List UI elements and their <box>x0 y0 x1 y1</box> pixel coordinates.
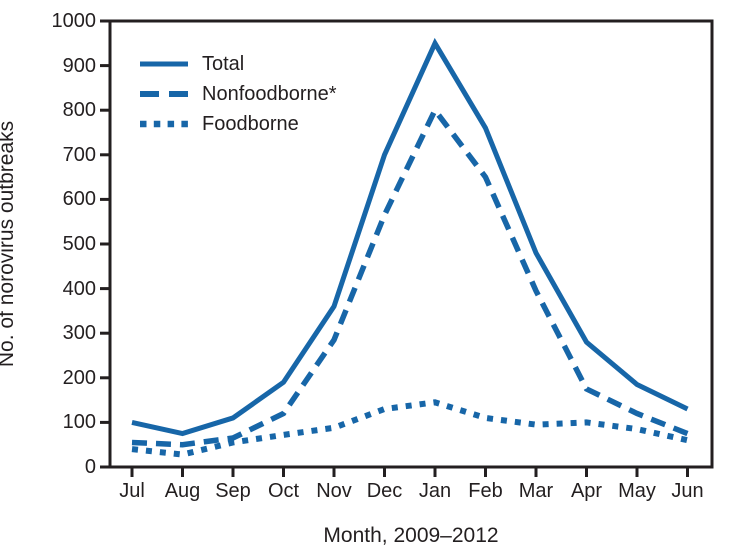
x-tick-label: Mar <box>518 480 554 502</box>
y-tick-label: 200 <box>62 366 96 389</box>
legend-label-foodborne: Foodborne <box>202 112 299 135</box>
x-tick-label: Jul <box>119 480 145 502</box>
y-tick-label: 500 <box>62 233 96 255</box>
legend-label-total: Total <box>202 52 245 75</box>
x-tick-label: Jan <box>418 480 452 502</box>
series-line-total <box>131 37 689 437</box>
y-tick-label: 900 <box>62 54 96 77</box>
x-tick-label: Oct <box>267 480 300 502</box>
x-tick-label: Jun <box>671 480 704 502</box>
legend-item-foodborne: Foodborne <box>140 109 337 139</box>
legend-label-nonfoodborne: Nonfoodborne* <box>202 82 337 105</box>
series-line-nonfoodborne <box>131 104 689 448</box>
y-axis-title: No. of norovirus outbreaks <box>0 120 18 368</box>
y-tick-label: 100 <box>62 411 96 434</box>
y-tick-label: 800 <box>62 99 96 122</box>
legend-item-nonfoodborne: Nonfoodborne* <box>140 79 337 109</box>
dotted-line-swatch-icon <box>140 120 188 128</box>
x-tick-label: Apr <box>570 480 603 502</box>
y-tick-label: 600 <box>62 188 96 211</box>
y-tick-label: 1000 <box>51 10 97 32</box>
x-tick-label: May <box>618 480 656 502</box>
solid-line-swatch-icon <box>140 61 188 67</box>
x-tick-label: Aug <box>164 480 201 502</box>
y-tick-label: 300 <box>62 322 96 345</box>
x-tick-label: Feb <box>468 480 503 502</box>
x-axis-title: Month, 2009–2012 <box>323 524 499 547</box>
y-tick-label: 0 <box>84 456 96 478</box>
legend-item-total: Total <box>140 49 337 79</box>
y-tick-label: 700 <box>62 143 96 166</box>
dashed-line-swatch-icon <box>140 91 188 97</box>
x-tick-label: Nov <box>316 480 352 502</box>
y-tick-label: 400 <box>62 277 96 300</box>
legend: Total Nonfoodborne* Foodborne <box>140 49 337 139</box>
x-tick-label: Dec <box>366 480 403 502</box>
series-line-foodborne <box>131 399 689 458</box>
x-tick-label: Sep <box>215 480 251 502</box>
plot-border <box>108 19 714 469</box>
